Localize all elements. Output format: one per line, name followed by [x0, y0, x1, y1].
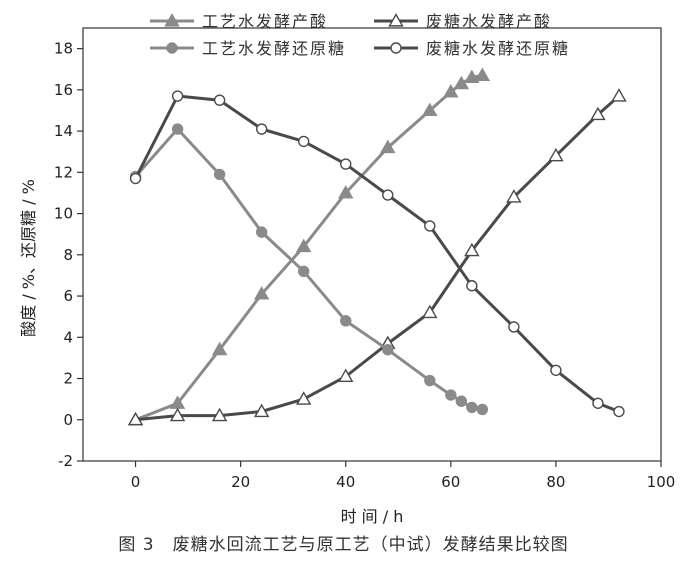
data-point — [340, 158, 352, 170]
figure-caption: 图 3 废糖水回流工艺与原工艺（中试）发酵结果比较图 — [118, 535, 569, 555]
data-point — [464, 69, 480, 84]
data-point — [611, 88, 627, 102]
series-line — [135, 94, 620, 422]
y-axis-title: 酸度 / %、还原糖 / % — [19, 179, 38, 337]
series-2 — [127, 88, 627, 426]
data-point — [211, 341, 228, 356]
legend-entry: 工艺水发酵产酸 — [150, 12, 328, 31]
data-point — [171, 90, 184, 102]
data-point — [213, 168, 226, 181]
x-tick-label: 100 — [647, 473, 676, 491]
axis-ticks: 0 20 40 60 80 100 -2 0 2 4 6 8 10 12 14 16 18 — [54, 40, 675, 491]
series-4 — [129, 90, 625, 418]
data-point — [255, 123, 268, 135]
data-point — [422, 102, 438, 117]
data-point — [295, 238, 312, 253]
y-tick-label: 0 — [63, 411, 73, 429]
series-layer — [127, 67, 627, 426]
data-point — [169, 407, 186, 422]
data-point — [253, 403, 270, 418]
data-point — [424, 374, 436, 387]
y-tick-label: 14 — [54, 122, 73, 140]
data-point — [476, 403, 489, 416]
legend-entry: 废糖水发酵产酸 — [374, 12, 552, 31]
data-point — [255, 226, 268, 238]
data-point — [466, 401, 478, 414]
data-point — [508, 321, 520, 333]
data-point — [340, 315, 352, 327]
data-point — [455, 395, 468, 407]
data-point — [464, 242, 480, 257]
y-tick-label: 18 — [54, 40, 73, 58]
y-tick-label: 2 — [63, 370, 73, 388]
legend-marker — [166, 42, 178, 54]
legend-entry: 工艺水发酵还原糖 — [150, 39, 346, 58]
x-tick-label: 60 — [441, 473, 460, 491]
legend-marker — [390, 42, 402, 54]
y-tick-label: 12 — [54, 163, 73, 181]
x-axis-title: 时 间 / h — [341, 507, 404, 526]
data-point — [295, 391, 312, 405]
y-tick-label: 4 — [63, 328, 73, 346]
legend-label: 工艺水发酵还原糖 — [202, 39, 346, 58]
data-point — [297, 265, 310, 278]
y-tick-label: 8 — [63, 246, 73, 264]
data-point — [382, 189, 394, 201]
data-point — [213, 94, 226, 106]
x-tick-label: 0 — [131, 473, 141, 491]
data-point — [445, 389, 457, 401]
x-tick-label: 40 — [336, 473, 355, 491]
legend-entry: 废糖水发酵还原糖 — [374, 39, 570, 58]
data-point — [422, 304, 438, 319]
legend-label: 废糖水发酵还原糖 — [426, 39, 570, 58]
data-point — [550, 364, 562, 376]
data-point — [590, 106, 606, 121]
y-tick-label: -2 — [58, 452, 73, 470]
y-tick-label: 10 — [54, 205, 73, 223]
data-point — [171, 123, 184, 135]
data-point — [443, 84, 459, 98]
data-point — [592, 397, 604, 409]
legend-marker — [388, 13, 404, 27]
data-point — [548, 147, 564, 162]
plot-frame — [82, 27, 662, 462]
data-point — [253, 286, 270, 300]
legend-label: 废糖水发酵产酸 — [426, 12, 552, 31]
data-point — [211, 407, 228, 422]
data-point — [129, 172, 142, 185]
data-point — [338, 368, 354, 383]
data-point — [382, 343, 394, 356]
data-point — [474, 67, 491, 81]
data-point — [338, 185, 354, 199]
y-tick-label: 16 — [54, 81, 73, 99]
x-tick-label: 80 — [546, 473, 565, 491]
x-tick-label: 20 — [231, 473, 250, 491]
data-point — [424, 220, 436, 232]
y-tick-label: 6 — [63, 287, 73, 305]
data-point — [613, 405, 625, 418]
data-point — [297, 135, 310, 148]
data-point — [380, 139, 396, 154]
legend-marker — [164, 13, 180, 27]
data-point — [506, 189, 522, 203]
data-point — [127, 411, 144, 426]
series-3 — [129, 123, 489, 416]
data-point — [466, 280, 478, 292]
series-1 — [127, 67, 491, 426]
legend-label: 工艺水发酵产酸 — [202, 12, 328, 31]
series-line — [134, 73, 483, 422]
